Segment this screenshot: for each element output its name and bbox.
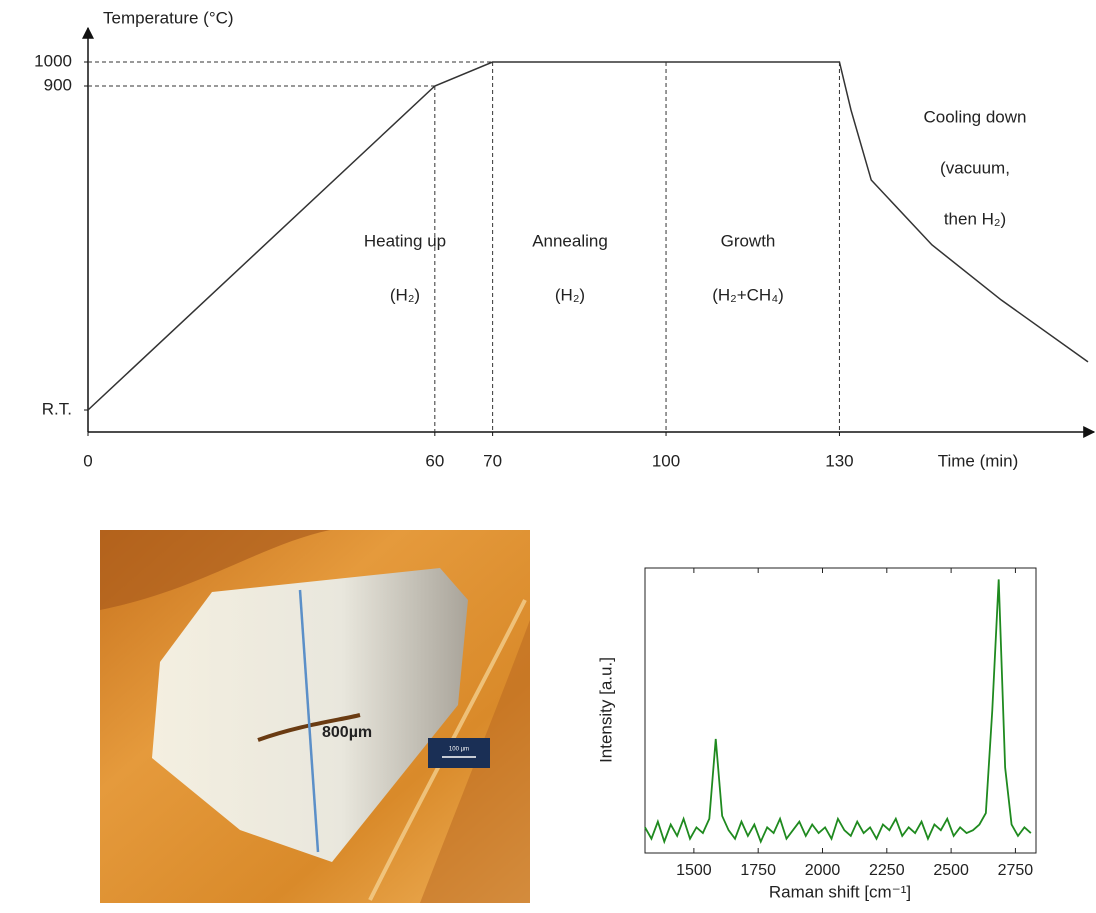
phase-label: Cooling down [923,107,1026,126]
phase-label: Growth [721,231,776,250]
x-tick-label: 70 [483,451,502,470]
y-tick-label: R.T. [42,399,72,418]
measure-line [298,589,320,853]
x-tick-label: 2500 [933,862,969,879]
y-tick-label: 1000 [34,51,72,70]
x-tick-label: 2250 [869,862,905,879]
y-tick-label: 900 [44,75,72,94]
y-axis-label: Intensity [a.u.] [596,657,615,763]
phase-label: Annealing [532,231,608,250]
x-tick-label: 100 [652,451,680,470]
phase-label: (H₂) [555,285,585,304]
x-tick-label: 60 [425,451,444,470]
phase-label: (H₂) [390,285,420,304]
y-axis-label: Temperature (°C) [103,8,234,27]
x-tick-label: 0 [83,451,92,470]
x-tick-label: 1500 [676,862,712,879]
x-tick-label: 130 [825,451,853,470]
phase-label: Heating up [364,231,446,250]
temperature-line [87,61,1089,411]
phase-label: then H₂) [944,209,1006,228]
x-tick-label: 1750 [740,862,776,879]
x-axis-label: Raman shift [cm⁻¹] [769,882,911,901]
phase-label: (H₂+CH₄) [712,285,784,304]
shadow [420,620,530,903]
x-tick-label: 2000 [805,862,841,879]
x-tick-label: 2750 [998,862,1034,879]
plot-frame [644,567,1037,854]
x-axis-label: Time (min) [938,451,1019,470]
scale-bar-box [428,738,490,768]
micrograph: 800µm 100 µm [100,530,530,903]
wrinkle [257,713,361,742]
phase-label: (vacuum, [940,158,1010,177]
graphene-crystal [152,568,468,862]
measure-label: 800µm [322,724,372,741]
spectrum-line [644,579,1032,845]
scale-bar-label: 100 µm [449,747,469,753]
shadow [100,530,330,610]
